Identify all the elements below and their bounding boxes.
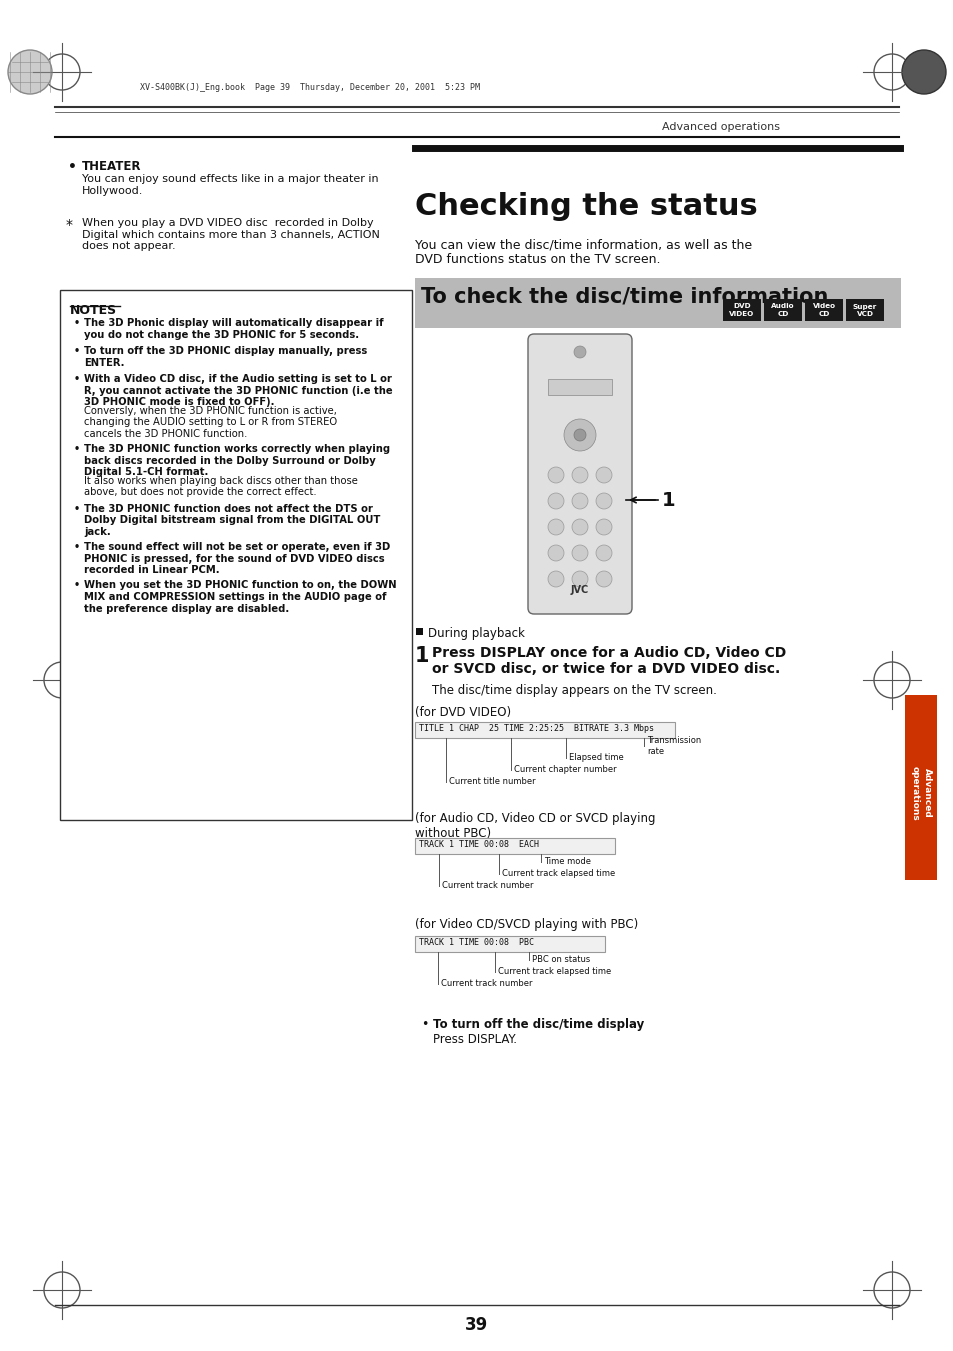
- Text: 1: 1: [415, 646, 429, 666]
- Text: (for Audio CD, Video CD or SVCD playing
without PBC): (for Audio CD, Video CD or SVCD playing …: [415, 812, 655, 840]
- Text: 1: 1: [661, 490, 675, 509]
- Text: Advanced
operations: Advanced operations: [909, 766, 931, 820]
- Text: The disc/time display appears on the TV screen.: The disc/time display appears on the TV …: [432, 684, 716, 697]
- Text: Press DISPLAY once for a Audio CD, Video CD
or SVCD disc, or twice for a DVD VID: Press DISPLAY once for a Audio CD, Video…: [432, 646, 785, 677]
- Text: Transmission
rate: Transmission rate: [646, 736, 700, 755]
- Text: 39: 39: [465, 1316, 488, 1333]
- Text: PBC on status: PBC on status: [532, 955, 590, 965]
- Text: Audio
CD: Audio CD: [770, 304, 794, 316]
- Circle shape: [547, 493, 563, 509]
- Text: You can view the disc/time information, as well as the
DVD functions status on t: You can view the disc/time information, …: [415, 238, 751, 266]
- Text: •: •: [74, 581, 80, 590]
- Circle shape: [547, 544, 563, 561]
- Text: •: •: [74, 504, 80, 513]
- Text: When you play a DVD VIDEO disc  recorded in Dolby
Digital which contains more th: When you play a DVD VIDEO disc recorded …: [82, 218, 379, 251]
- Bar: [415, 278, 900, 328]
- Text: •: •: [74, 317, 80, 328]
- Circle shape: [572, 519, 587, 535]
- Circle shape: [563, 419, 596, 451]
- Text: Current track elapsed time: Current track elapsed time: [497, 967, 611, 977]
- Text: It also works when playing back discs other than those
above, but does not provi: It also works when playing back discs ot…: [84, 476, 357, 497]
- Text: Press DISPLAY.: Press DISPLAY.: [433, 1034, 517, 1046]
- Bar: [415, 936, 604, 952]
- Text: (for Video CD/SVCD playing with PBC): (for Video CD/SVCD playing with PBC): [415, 917, 638, 931]
- Text: To check the disc/time information: To check the disc/time information: [420, 286, 827, 307]
- Text: With a Video CD disc, if the Audio setting is set to L or
R, you cannot activate: With a Video CD disc, if the Audio setti…: [84, 374, 393, 407]
- Text: Elapsed time: Elapsed time: [568, 754, 623, 762]
- Text: When you set the 3D PHONIC function to on, the DOWN
MIX and COMPRESSION settings: When you set the 3D PHONIC function to o…: [84, 581, 396, 613]
- Text: Current chapter number: Current chapter number: [514, 766, 617, 774]
- Bar: [415, 721, 675, 738]
- Circle shape: [901, 50, 945, 95]
- Circle shape: [596, 467, 612, 484]
- Text: TRACK 1 TIME 00:08  PBC: TRACK 1 TIME 00:08 PBC: [418, 938, 534, 947]
- Circle shape: [572, 493, 587, 509]
- Circle shape: [547, 519, 563, 535]
- Text: To turn off the 3D PHONIC display manually, press
ENTER.: To turn off the 3D PHONIC display manual…: [84, 346, 367, 367]
- Circle shape: [596, 571, 612, 586]
- Text: The 3D Phonic display will automatically disappear if
you do not change the 3D P: The 3D Phonic display will automatically…: [84, 317, 383, 339]
- Text: •: •: [74, 542, 80, 553]
- Bar: [60, 290, 412, 820]
- Bar: [904, 694, 936, 880]
- Circle shape: [572, 467, 587, 484]
- Text: DVD
VIDEO: DVD VIDEO: [729, 304, 754, 316]
- Bar: [845, 299, 883, 322]
- Text: To turn off the disc/time display: To turn off the disc/time display: [433, 1019, 643, 1031]
- Circle shape: [572, 571, 587, 586]
- Text: NOTES: NOTES: [70, 304, 117, 317]
- Text: JVC: JVC: [570, 585, 589, 594]
- Text: •: •: [74, 374, 80, 384]
- Bar: [415, 838, 615, 854]
- Text: •: •: [68, 159, 77, 174]
- Circle shape: [574, 346, 585, 358]
- Circle shape: [547, 467, 563, 484]
- Text: Current track elapsed time: Current track elapsed time: [501, 870, 615, 878]
- Bar: [804, 299, 842, 322]
- Circle shape: [8, 50, 52, 95]
- Text: Current track number: Current track number: [440, 979, 532, 989]
- Text: THEATER: THEATER: [82, 159, 141, 173]
- Circle shape: [547, 571, 563, 586]
- Bar: [547, 380, 612, 394]
- FancyBboxPatch shape: [527, 334, 631, 613]
- Circle shape: [572, 544, 587, 561]
- Bar: [416, 628, 422, 635]
- Circle shape: [596, 544, 612, 561]
- Text: Current track number: Current track number: [441, 881, 533, 890]
- Text: •: •: [74, 346, 80, 357]
- Text: •: •: [420, 1019, 428, 1031]
- Circle shape: [596, 519, 612, 535]
- Text: During playback: During playback: [428, 627, 524, 640]
- Text: Conversly, when the 3D PHONIC function is active,
changing the AUDIO setting to : Conversly, when the 3D PHONIC function i…: [84, 405, 336, 439]
- Text: You can enjoy sound effects like in a major theater in
Hollywood.: You can enjoy sound effects like in a ma…: [82, 174, 378, 196]
- Text: Current title number: Current title number: [449, 777, 536, 786]
- Circle shape: [596, 493, 612, 509]
- Circle shape: [574, 430, 585, 440]
- Text: XV-S400BK(J)_Eng.book  Page 39  Thursday, December 20, 2001  5:23 PM: XV-S400BK(J)_Eng.book Page 39 Thursday, …: [140, 84, 479, 92]
- Text: TITLE 1 CHAP  25 TIME 2:25:25  BITRATE 3.3 Mbps: TITLE 1 CHAP 25 TIME 2:25:25 BITRATE 3.3…: [418, 724, 654, 734]
- Text: The 3D PHONIC function does not affect the DTS or
Dolby Digital bitstream signal: The 3D PHONIC function does not affect t…: [84, 504, 380, 536]
- Text: The 3D PHONIC function works correctly when playing
back discs recorded in the D: The 3D PHONIC function works correctly w…: [84, 444, 390, 477]
- Text: (for DVD VIDEO): (for DVD VIDEO): [415, 707, 511, 719]
- Text: Video
CD: Video CD: [812, 304, 835, 316]
- Bar: [763, 299, 801, 322]
- Text: TRACK 1 TIME 00:08  EACH: TRACK 1 TIME 00:08 EACH: [418, 840, 538, 848]
- Text: Time mode: Time mode: [543, 858, 590, 866]
- Text: *: *: [66, 218, 73, 232]
- Text: •: •: [74, 444, 80, 454]
- Text: Advanced operations: Advanced operations: [661, 122, 780, 132]
- Bar: [722, 299, 760, 322]
- Text: Checking the status: Checking the status: [415, 192, 757, 222]
- Text: The sound effect will not be set or operate, even if 3D
PHONIC is pressed, for t: The sound effect will not be set or oper…: [84, 542, 390, 576]
- Text: Super
VCD: Super VCD: [852, 304, 876, 316]
